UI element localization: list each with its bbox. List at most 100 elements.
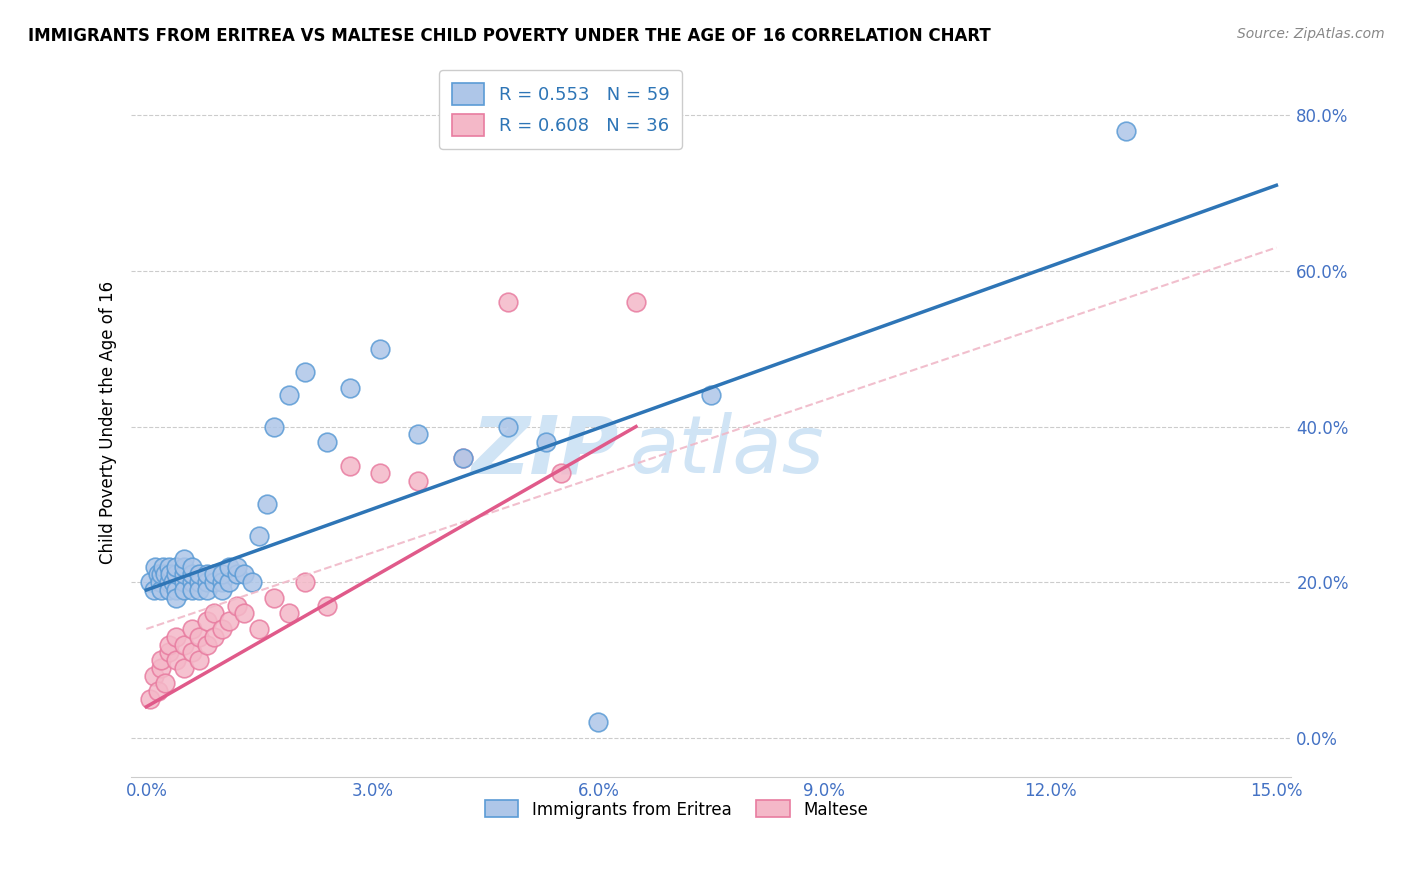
- Point: [188, 582, 211, 597]
- Point: [316, 599, 339, 613]
- Point: [180, 559, 202, 574]
- Point: [278, 388, 301, 402]
- Point: [624, 295, 647, 310]
- Point: [263, 591, 285, 605]
- Point: [173, 567, 195, 582]
- Point: [157, 559, 180, 574]
- Point: [188, 630, 211, 644]
- Point: [316, 435, 339, 450]
- Point: [263, 419, 285, 434]
- Point: [157, 645, 180, 659]
- Point: [195, 614, 218, 628]
- Point: [180, 622, 202, 636]
- Point: [142, 582, 165, 597]
- Text: IMMIGRANTS FROM ERITREA VS MALTESE CHILD POVERTY UNDER THE AGE OF 16 CORRELATION: IMMIGRANTS FROM ERITREA VS MALTESE CHILD…: [28, 27, 991, 45]
- Point: [165, 567, 187, 582]
- Point: [173, 661, 195, 675]
- Point: [247, 622, 270, 636]
- Point: [225, 567, 247, 582]
- Point: [157, 582, 180, 597]
- Point: [152, 559, 174, 574]
- Point: [157, 638, 180, 652]
- Point: [294, 575, 316, 590]
- Point: [180, 645, 202, 659]
- Point: [195, 567, 218, 582]
- Point: [368, 467, 391, 481]
- Point: [188, 653, 211, 667]
- Point: [157, 575, 180, 590]
- Point: [150, 661, 173, 675]
- Point: [406, 474, 429, 488]
- Point: [153, 567, 176, 582]
- Point: [173, 552, 195, 566]
- Point: [233, 607, 256, 621]
- Point: [150, 582, 173, 597]
- Point: [247, 528, 270, 542]
- Point: [139, 692, 162, 706]
- Point: [188, 575, 211, 590]
- Point: [202, 607, 225, 621]
- Point: [1115, 124, 1137, 138]
- Point: [150, 653, 173, 667]
- Point: [211, 622, 233, 636]
- Point: [162, 575, 184, 590]
- Point: [195, 638, 218, 652]
- Point: [165, 591, 187, 605]
- Point: [195, 582, 218, 597]
- Point: [225, 559, 247, 574]
- Point: [188, 567, 211, 582]
- Point: [165, 653, 187, 667]
- Point: [218, 614, 240, 628]
- Point: [451, 450, 474, 465]
- Point: [211, 567, 233, 582]
- Point: [240, 575, 263, 590]
- Point: [173, 638, 195, 652]
- Point: [202, 567, 225, 582]
- Point: [149, 575, 172, 590]
- Point: [202, 630, 225, 644]
- Point: [153, 676, 176, 690]
- Point: [165, 559, 187, 574]
- Text: Source: ZipAtlas.com: Source: ZipAtlas.com: [1237, 27, 1385, 41]
- Point: [146, 567, 169, 582]
- Point: [195, 575, 218, 590]
- Point: [173, 582, 195, 597]
- Point: [218, 575, 240, 590]
- Point: [368, 342, 391, 356]
- Point: [496, 419, 519, 434]
- Point: [180, 567, 202, 582]
- Point: [211, 582, 233, 597]
- Point: [339, 458, 361, 473]
- Point: [294, 365, 316, 379]
- Point: [225, 599, 247, 613]
- Legend: Immigrants from Eritrea, Maltese: Immigrants from Eritrea, Maltese: [478, 794, 875, 825]
- Point: [218, 559, 240, 574]
- Point: [173, 559, 195, 574]
- Point: [202, 575, 225, 590]
- Point: [165, 630, 187, 644]
- Point: [550, 467, 572, 481]
- Text: atlas: atlas: [630, 412, 825, 490]
- Point: [588, 715, 610, 730]
- Point: [278, 607, 301, 621]
- Point: [165, 582, 187, 597]
- Point: [180, 575, 202, 590]
- Point: [406, 427, 429, 442]
- Point: [139, 575, 162, 590]
- Point: [173, 575, 195, 590]
- Point: [159, 567, 181, 582]
- Point: [143, 559, 166, 574]
- Y-axis label: Child Poverty Under the Age of 16: Child Poverty Under the Age of 16: [100, 281, 117, 565]
- Point: [142, 668, 165, 682]
- Point: [496, 295, 519, 310]
- Point: [180, 582, 202, 597]
- Text: ZIP: ZIP: [471, 412, 619, 490]
- Point: [233, 567, 256, 582]
- Point: [534, 435, 557, 450]
- Point: [339, 381, 361, 395]
- Point: [451, 450, 474, 465]
- Point: [146, 684, 169, 698]
- Point: [150, 567, 173, 582]
- Point: [256, 497, 278, 511]
- Point: [211, 575, 233, 590]
